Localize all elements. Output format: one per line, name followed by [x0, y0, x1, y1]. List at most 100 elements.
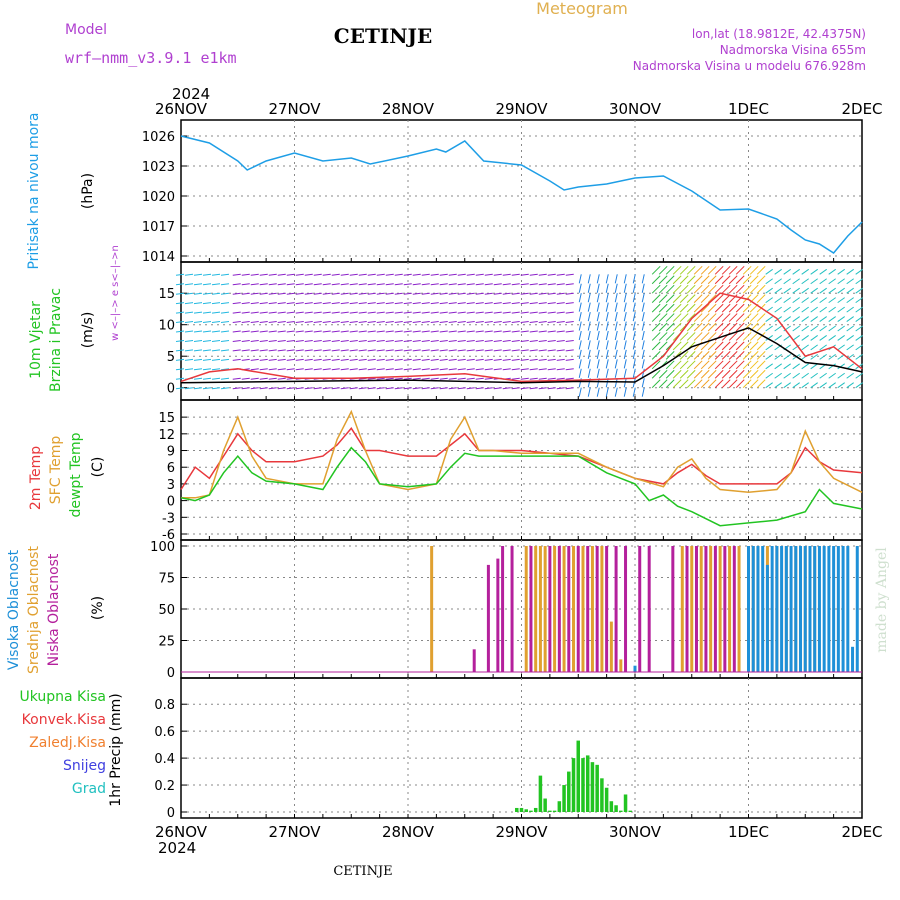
wind-arrow — [232, 330, 241, 333]
pressure-axis-label: Pritisak na nivou mora — [26, 112, 42, 269]
wind-arrow — [641, 330, 645, 341]
wind-arrow — [313, 321, 322, 324]
wind-arrow — [220, 368, 230, 371]
wind-arrow — [304, 330, 313, 333]
wind-arrow — [520, 273, 529, 276]
wind-arrow — [295, 292, 304, 295]
wind-arrow — [714, 360, 724, 370]
wind-arrow — [277, 302, 286, 305]
wind-arrow — [340, 302, 349, 305]
cloud-bar — [789, 546, 793, 672]
wind-arrow — [493, 273, 502, 276]
wind-arrow — [430, 339, 439, 342]
precipitation-bar — [538, 775, 543, 812]
wind-arrow — [430, 273, 439, 276]
wind-arrow — [376, 311, 385, 314]
wind-arrow — [547, 368, 556, 371]
wind-arrow — [277, 330, 286, 333]
wind-arrow — [693, 322, 703, 332]
wind-arrow — [193, 387, 203, 390]
wind-arrow — [232, 311, 241, 314]
wind-arrow — [349, 387, 358, 390]
wind-arrow — [728, 303, 738, 313]
wind-arrow — [707, 284, 717, 294]
wind-arrow — [493, 311, 502, 314]
wind-arrow — [801, 335, 809, 341]
wind-arrow — [819, 287, 827, 294]
wind-arrow — [295, 339, 304, 342]
wind-arrow — [819, 335, 827, 341]
cloud-bar — [647, 546, 651, 672]
wind-arrow — [241, 358, 250, 361]
wind-arrow — [632, 349, 636, 360]
wind-arrow — [502, 292, 511, 295]
wind-arrow — [623, 330, 627, 341]
wind-arrow — [538, 377, 547, 380]
wind-arrow — [277, 311, 286, 314]
wind-arrow — [313, 368, 322, 371]
wind-arrow — [421, 339, 430, 342]
wind-arrow — [529, 330, 538, 333]
wind-arrow — [277, 339, 286, 342]
wind-arrow — [700, 350, 710, 360]
wind-arrow — [466, 311, 475, 314]
wind-arrow — [184, 358, 194, 361]
wind-arrow — [202, 321, 212, 324]
cloud-bar — [699, 546, 703, 672]
wind-arrow — [605, 321, 609, 331]
wind-arrow — [587, 359, 591, 369]
wind-arrow — [665, 313, 675, 322]
wind-arrow — [175, 349, 185, 352]
wind-arrow — [578, 283, 582, 293]
precipitation-bar — [628, 810, 633, 812]
wind-arrow — [448, 377, 457, 380]
wind-arrow — [828, 268, 836, 275]
wind-arrow — [358, 311, 367, 314]
wind-arrow — [641, 378, 645, 388]
wind-arrow — [529, 311, 538, 314]
pressure-ytick-label: 1023 — [142, 160, 175, 175]
wind-arrow — [587, 302, 591, 312]
wind-arrow — [828, 372, 836, 379]
wind-arrow — [322, 311, 331, 314]
wind-arrow — [421, 321, 430, 324]
wind-arrow — [641, 387, 645, 397]
wind-arrow — [439, 311, 448, 314]
precipitation-bar — [585, 755, 590, 812]
wind-arrow — [623, 368, 627, 378]
wind-arrow — [385, 349, 394, 352]
wind-arrow — [421, 302, 430, 305]
wind-arrow — [765, 382, 773, 389]
wind-arrow — [556, 311, 565, 314]
wind-arrow — [385, 273, 394, 276]
wind-arrow — [855, 335, 863, 341]
wind-ytick-label: 5 — [167, 350, 175, 365]
cloud-bar — [534, 546, 538, 672]
wind-arrow — [728, 341, 738, 351]
wind-arrow — [313, 311, 322, 314]
precipitation-bar — [515, 807, 519, 812]
wind-arrow — [184, 273, 194, 276]
wind-arrow — [175, 358, 185, 361]
wind-arrow — [837, 297, 845, 304]
wind-arrow — [175, 273, 185, 276]
wind-arrow — [466, 302, 475, 305]
wind-arrow — [651, 332, 661, 341]
wind-arrow — [728, 332, 738, 341]
wind-arrow — [286, 330, 295, 333]
wind-arrow — [175, 302, 185, 305]
wind-arrow — [700, 360, 710, 370]
wind-arrow — [193, 292, 203, 295]
wind-arrow — [693, 303, 703, 313]
wind-arrow — [466, 330, 475, 333]
wind-arrow — [286, 273, 295, 276]
wind-arrow — [792, 278, 800, 285]
low-cloud-axis-label: Niska Oblacnost — [46, 553, 62, 666]
wind-arrow — [421, 358, 430, 361]
wind-arrow — [679, 350, 689, 360]
wind-arrow — [828, 363, 836, 370]
wind-arrow — [632, 340, 636, 350]
wind-arrow — [538, 330, 547, 333]
wind-arrow — [665, 275, 675, 285]
precipitation-ytick-label: 0.8 — [154, 698, 175, 713]
